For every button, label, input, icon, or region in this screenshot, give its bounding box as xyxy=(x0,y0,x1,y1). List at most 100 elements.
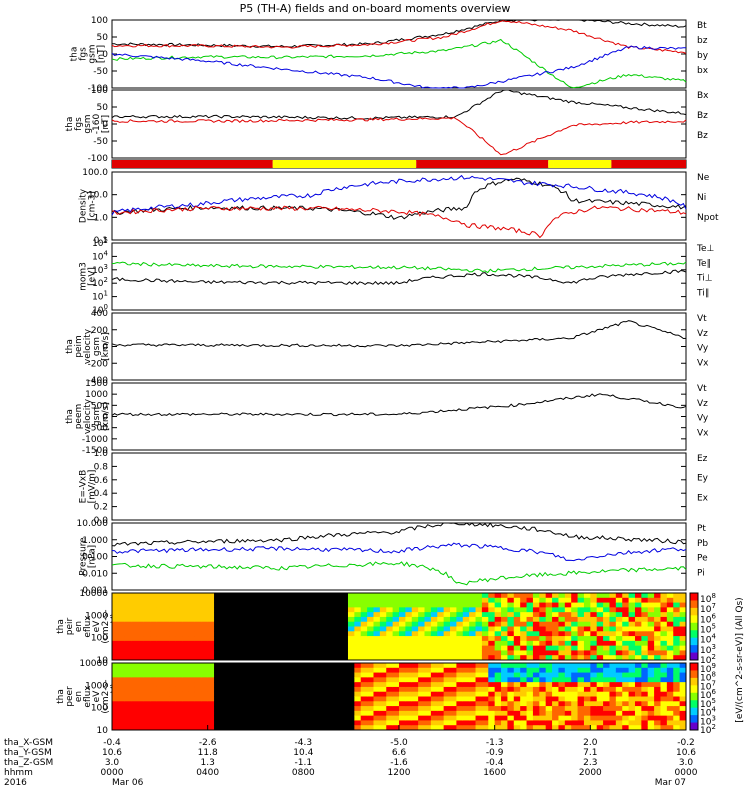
spectrogram-cell xyxy=(150,602,158,608)
spectrogram-cell xyxy=(526,725,534,731)
spectrogram-cell xyxy=(265,706,272,712)
spectrogram-cell xyxy=(501,691,508,697)
spectrogram-cell xyxy=(258,640,266,647)
spectrogram-cell xyxy=(609,706,617,712)
x-axis-value: 3.0 xyxy=(105,758,120,768)
spectrogram-cell xyxy=(430,612,438,618)
spectrogram-cell xyxy=(156,593,164,599)
spectrogram-cell xyxy=(564,696,572,702)
spectrogram-cell xyxy=(513,593,521,599)
legend-entry: Pb xyxy=(697,539,708,549)
spectrogram-cell xyxy=(590,626,598,632)
spectrogram-cell xyxy=(532,725,540,731)
spectrogram-cell xyxy=(513,602,521,608)
spectrogram-cell xyxy=(112,710,119,717)
spectrogram-cell xyxy=(564,645,572,651)
spectrogram-cell xyxy=(475,667,483,674)
spectrogram-cell xyxy=(622,720,630,726)
spectrogram-cell xyxy=(156,672,164,678)
spectrogram-cell xyxy=(666,593,674,599)
spectrogram-cell xyxy=(322,640,330,647)
spectrogram-cell xyxy=(481,710,489,717)
spectrogram-cell xyxy=(214,682,221,688)
spectrogram-cell xyxy=(456,691,464,697)
spectrogram-cell xyxy=(290,677,298,683)
spectrogram-cell xyxy=(666,621,674,627)
spectrogram-cell xyxy=(182,626,190,632)
spectrogram-cell xyxy=(628,631,636,637)
spectrogram-cell xyxy=(124,725,132,731)
spectrogram-cell xyxy=(405,621,413,627)
spectrogram-cell xyxy=(201,691,209,697)
spectrogram-cell xyxy=(163,677,170,683)
spectrogram-cell xyxy=(226,715,234,721)
spectrogram-cell xyxy=(577,686,585,693)
spectrogram-cell xyxy=(392,631,400,637)
spectrogram-cell xyxy=(628,607,636,613)
spectrogram-cell xyxy=(462,686,470,693)
spectrogram-cell xyxy=(481,626,489,632)
spectrogram-cell xyxy=(316,691,323,697)
spectrogram-cell xyxy=(469,655,477,661)
spectrogram-cell xyxy=(501,677,508,683)
spectrogram-cell xyxy=(488,672,496,678)
spectrogram-cell xyxy=(335,686,343,693)
spectrogram-cell xyxy=(112,593,119,599)
spectrogram-cell xyxy=(373,682,381,688)
spectrogram-cell xyxy=(226,626,234,632)
spectrogram-cell xyxy=(603,677,610,683)
spectrogram-cell xyxy=(220,725,228,731)
colorbar-segment xyxy=(690,645,698,654)
spectrogram-cell xyxy=(634,607,642,613)
spectrogram-cell xyxy=(284,640,292,647)
spectrogram-cell xyxy=(462,631,470,637)
spectrogram-cell xyxy=(194,672,202,678)
spectrogram-cell xyxy=(539,636,547,642)
spectrogram-cell xyxy=(596,672,604,678)
spectrogram-cell xyxy=(590,677,598,683)
y-axis-label: Density xyxy=(79,188,89,223)
x-axis-value: -2.6 xyxy=(199,738,217,748)
spectrogram-cell xyxy=(405,607,413,613)
spectrogram-cell xyxy=(335,710,343,717)
spectrogram-cell xyxy=(131,645,139,651)
spectrogram-cell xyxy=(577,602,585,608)
spectrogram-cell xyxy=(596,710,604,717)
spectrogram-cell xyxy=(647,602,655,608)
spectrogram-cell xyxy=(182,616,190,623)
spectrogram-cell xyxy=(252,686,260,693)
spectrogram-cell xyxy=(335,667,343,674)
spectrogram-cell xyxy=(494,631,502,637)
spectrogram-cell xyxy=(296,696,304,702)
spectrogram-cell xyxy=(596,645,604,651)
spectrogram-cell xyxy=(437,621,445,627)
spectrogram-cell xyxy=(258,612,266,618)
colorbar-segment xyxy=(690,685,698,694)
spectrogram-cell xyxy=(245,616,253,623)
spectrogram-cell xyxy=(666,612,674,618)
spectrogram-cell xyxy=(118,696,126,702)
spectrogram-cell xyxy=(131,682,139,688)
spectrogram-cell xyxy=(501,710,508,717)
spectrogram-cell xyxy=(271,701,279,707)
spectrogram-cell xyxy=(622,645,630,651)
spectrogram-cell xyxy=(488,725,496,731)
spectrogram-cell xyxy=(520,602,528,608)
spectrogram-cell xyxy=(284,725,292,731)
spectrogram-cell xyxy=(501,701,508,707)
spectrogram-cell xyxy=(143,621,151,627)
spectrogram-cell xyxy=(175,616,183,623)
spectrogram-cell xyxy=(296,710,304,717)
y-tick-label: 0.001 xyxy=(82,586,108,596)
spectrogram-cell xyxy=(303,672,311,678)
spectrogram-cell xyxy=(673,667,681,674)
spectrogram-cell xyxy=(124,636,132,642)
spectrogram-cell xyxy=(583,593,591,599)
spectrogram-cell xyxy=(303,621,311,627)
spectrogram-cell xyxy=(399,602,406,608)
spectrogram-cell xyxy=(182,720,190,726)
spectrogram-cell xyxy=(411,677,419,683)
spectrogram-cell xyxy=(226,725,234,731)
spectrogram-cell xyxy=(341,725,349,731)
spectrogram-cell xyxy=(564,682,572,688)
